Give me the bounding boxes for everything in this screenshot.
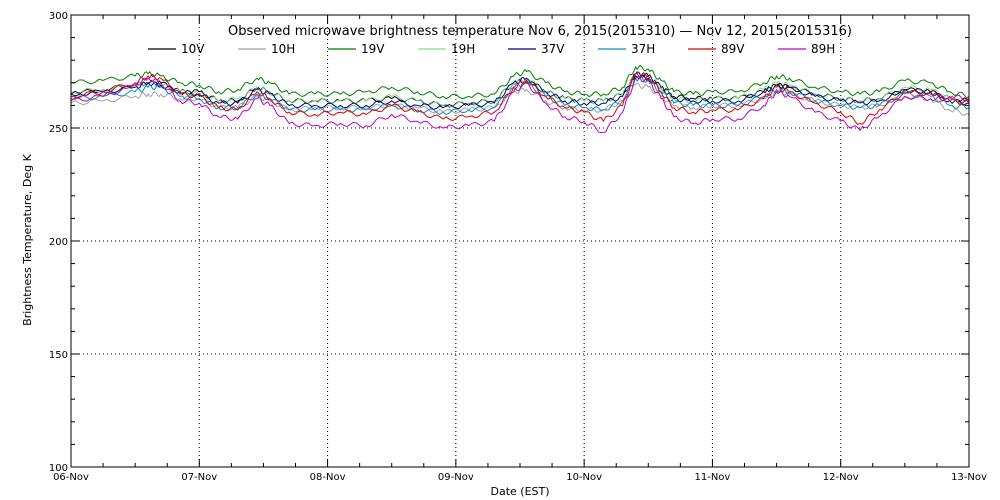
x-tick-label: 10-Nov	[566, 472, 602, 483]
x-tick-label: 11-Nov	[694, 472, 730, 483]
y-tick-label: 100	[49, 463, 68, 474]
y-axis-label: Brightness Temperature, Deg K	[21, 153, 34, 325]
y-tick-label: 150	[49, 350, 68, 361]
series-lines	[70, 64, 970, 134]
legend-label: 89V	[721, 42, 745, 56]
series-line-37v	[70, 71, 970, 110]
series-line-89h	[70, 75, 970, 134]
axis-ticks	[70, 14, 970, 468]
series-line-89v	[70, 72, 970, 126]
legend-label: 10V	[181, 42, 205, 56]
legend-label: 10H	[271, 42, 295, 56]
x-tick-label: 08-Nov	[310, 472, 346, 483]
x-tick-label: 09-Nov	[438, 472, 474, 483]
y-tick-label: 200	[49, 237, 68, 248]
x-tick-label: 07-Nov	[181, 472, 217, 483]
grid-lines	[71, 15, 969, 467]
y-tick-labels: 100 150 200 250 300	[49, 11, 68, 474]
x-tick-label: 13-Nov	[951, 472, 987, 483]
legend: 10V 10H 19V 19H 37V 37H 89V 89H	[148, 42, 835, 56]
y-tick-label: 250	[49, 124, 68, 135]
legend-label: 89H	[811, 42, 835, 56]
legend-label: 19H	[451, 42, 475, 56]
x-tick-label: 12-Nov	[823, 472, 859, 483]
series-line-19v	[71, 64, 970, 100]
x-tick-labels: 06-Nov 07-Nov 08-Nov 09-Nov 10-Nov 11-Nov 12-N…	[53, 472, 987, 483]
x-tick-label: 06-Nov	[53, 472, 89, 483]
chart-title: Observed microwave brightness temperatur…	[228, 24, 852, 39]
x-axis-label: Date (EST)	[490, 485, 549, 498]
y-tick-label: 300	[49, 11, 68, 22]
legend-label: 37V	[541, 42, 565, 56]
legend-label: 37H	[631, 42, 655, 56]
legend-label: 19V	[361, 42, 385, 56]
